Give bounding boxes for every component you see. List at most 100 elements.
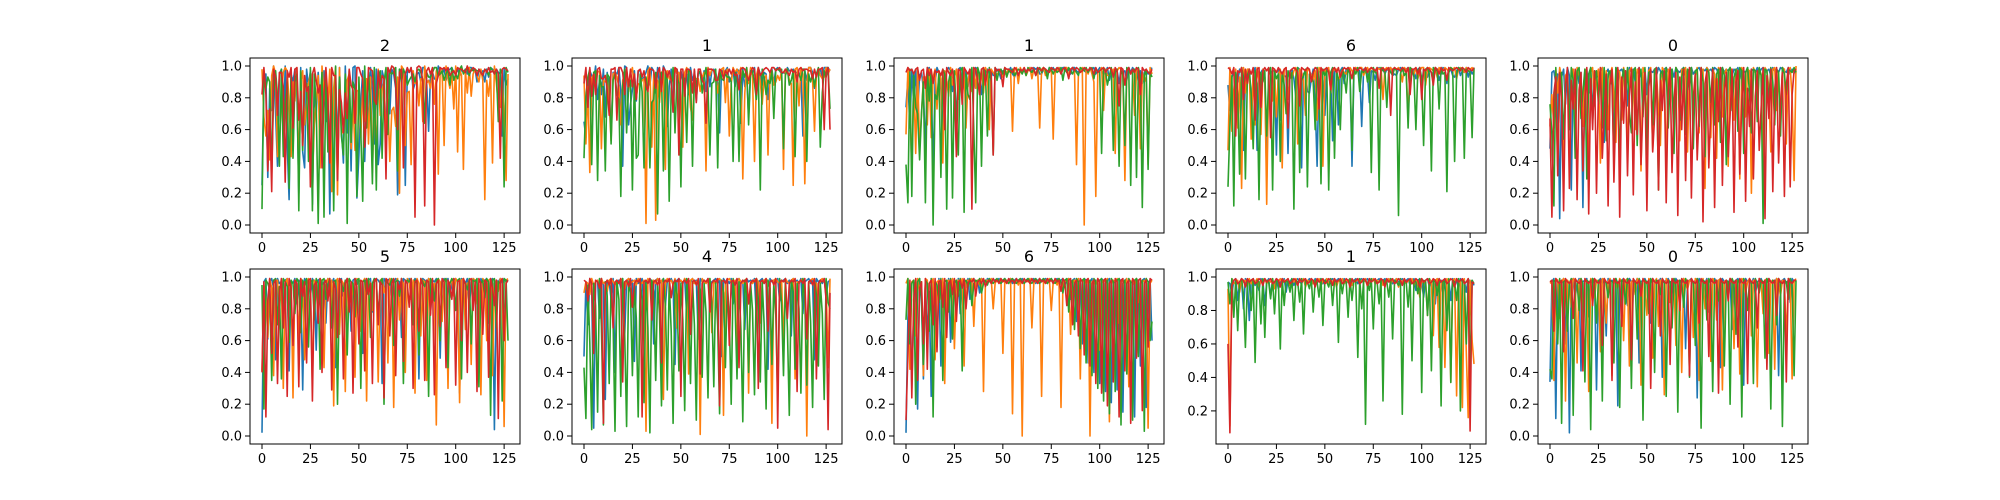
x-tick-label: 100	[765, 452, 790, 467]
y-tick-label: 0.6	[865, 334, 886, 349]
y-tick-label: 0.2	[865, 187, 886, 202]
x-tick-label: 0	[902, 241, 910, 256]
x-tick-label: 75	[399, 452, 416, 467]
y-tick-label: 0.2	[543, 187, 564, 202]
x-tick-label: 125	[814, 452, 839, 467]
x-tick-label: 100	[1731, 241, 1756, 256]
x-tick-label: 100	[1087, 452, 1112, 467]
y-tick-label: 0.2	[1187, 187, 1208, 202]
x-tick-label: 50	[673, 452, 690, 467]
y-tick-label: 0.2	[1509, 187, 1530, 202]
subplot-title: 1	[1346, 247, 1356, 266]
x-tick-label: 75	[399, 241, 416, 256]
y-tick-label: 0.8	[1187, 91, 1208, 106]
x-tick-label: 100	[1731, 452, 1756, 467]
y-tick-label: 0.2	[1509, 398, 1530, 413]
y-tick-label: 0.4	[543, 366, 564, 381]
y-tick-label: 0.8	[543, 302, 564, 317]
y-tick-label: 0.4	[221, 366, 242, 381]
y-tick-label: 0.8	[1187, 304, 1208, 319]
y-tick-label: 0.2	[1187, 404, 1208, 419]
subplot-title: 5	[380, 247, 390, 266]
x-tick-label: 125	[814, 241, 839, 256]
y-tick-label: 0.6	[1187, 337, 1208, 352]
x-tick-label: 0	[258, 241, 266, 256]
y-tick-label: 0.0	[543, 219, 564, 234]
y-tick-label: 0.0	[865, 430, 886, 445]
x-tick-label: 50	[995, 452, 1012, 467]
y-tick-label: 0.4	[1509, 366, 1530, 381]
x-tick-label: 0	[580, 452, 588, 467]
y-tick-label: 0.4	[1509, 155, 1530, 170]
x-tick-label: 25	[302, 452, 319, 467]
y-tick-label: 0.0	[1509, 219, 1530, 234]
y-tick-label: 0.4	[543, 155, 564, 170]
x-tick-label: 75	[1365, 241, 1382, 256]
x-tick-label: 125	[492, 241, 517, 256]
y-tick-label: 1.0	[865, 60, 886, 75]
x-tick-label: 75	[1043, 452, 1060, 467]
x-tick-label: 75	[1043, 241, 1060, 256]
x-tick-label: 125	[1780, 452, 1805, 467]
x-tick-label: 0	[1546, 241, 1554, 256]
subplot-title: 6	[1346, 36, 1356, 55]
x-tick-label: 25	[1590, 241, 1607, 256]
y-tick-label: 0.4	[1187, 371, 1208, 386]
y-tick-label: 0.8	[865, 91, 886, 106]
x-tick-label: 50	[995, 241, 1012, 256]
y-tick-label: 1.0	[1187, 60, 1208, 75]
y-tick-label: 1.0	[1509, 271, 1530, 286]
y-tick-label: 0.8	[221, 302, 242, 317]
subplot-title: 1	[1024, 36, 1034, 55]
y-tick-label: 0.6	[543, 334, 564, 349]
x-tick-label: 25	[946, 452, 963, 467]
y-tick-label: 0.8	[543, 91, 564, 106]
y-tick-label: 0.8	[1509, 302, 1530, 317]
x-tick-label: 25	[1590, 452, 1607, 467]
x-tick-label: 75	[1687, 241, 1704, 256]
x-tick-label: 75	[1365, 452, 1382, 467]
x-tick-label: 100	[1409, 241, 1434, 256]
y-tick-label: 1.0	[1509, 60, 1530, 75]
y-tick-label: 0.4	[865, 366, 886, 381]
y-tick-label: 0.4	[865, 155, 886, 170]
y-tick-label: 0.6	[1509, 334, 1530, 349]
x-tick-label: 50	[673, 241, 690, 256]
y-tick-label: 0.2	[865, 398, 886, 413]
x-tick-label: 125	[1458, 452, 1483, 467]
y-tick-label: 0.0	[865, 219, 886, 234]
y-tick-label: 0.8	[1509, 91, 1530, 106]
x-tick-label: 0	[1224, 241, 1232, 256]
x-tick-label: 100	[1409, 452, 1434, 467]
x-tick-label: 75	[721, 452, 738, 467]
subplot-title: 1	[702, 36, 712, 55]
x-tick-label: 50	[351, 241, 368, 256]
y-tick-label: 0.0	[1509, 430, 1530, 445]
x-tick-label: 125	[492, 452, 517, 467]
y-tick-label: 0.6	[865, 123, 886, 138]
x-tick-label: 125	[1136, 452, 1161, 467]
y-tick-label: 0.6	[1187, 123, 1208, 138]
x-tick-label: 25	[302, 241, 319, 256]
y-tick-label: 0.4	[221, 155, 242, 170]
y-tick-label: 1.0	[1187, 271, 1208, 286]
y-tick-label: 1.0	[543, 60, 564, 75]
x-tick-label: 25	[946, 241, 963, 256]
subplot-title: 2	[380, 36, 390, 55]
y-tick-label: 1.0	[221, 271, 242, 286]
x-tick-label: 25	[624, 452, 641, 467]
y-tick-label: 0.6	[221, 334, 242, 349]
x-tick-label: 0	[1224, 452, 1232, 467]
x-tick-label: 50	[351, 452, 368, 467]
x-tick-label: 75	[1687, 452, 1704, 467]
x-tick-label: 50	[1639, 452, 1656, 467]
y-tick-label: 0.6	[543, 123, 564, 138]
x-tick-label: 50	[1317, 241, 1334, 256]
y-tick-label: 0.0	[221, 430, 242, 445]
y-tick-label: 0.2	[543, 398, 564, 413]
y-tick-label: 0.0	[543, 430, 564, 445]
x-tick-label: 100	[443, 452, 468, 467]
y-tick-label: 0.8	[865, 302, 886, 317]
x-tick-label: 100	[1087, 241, 1112, 256]
